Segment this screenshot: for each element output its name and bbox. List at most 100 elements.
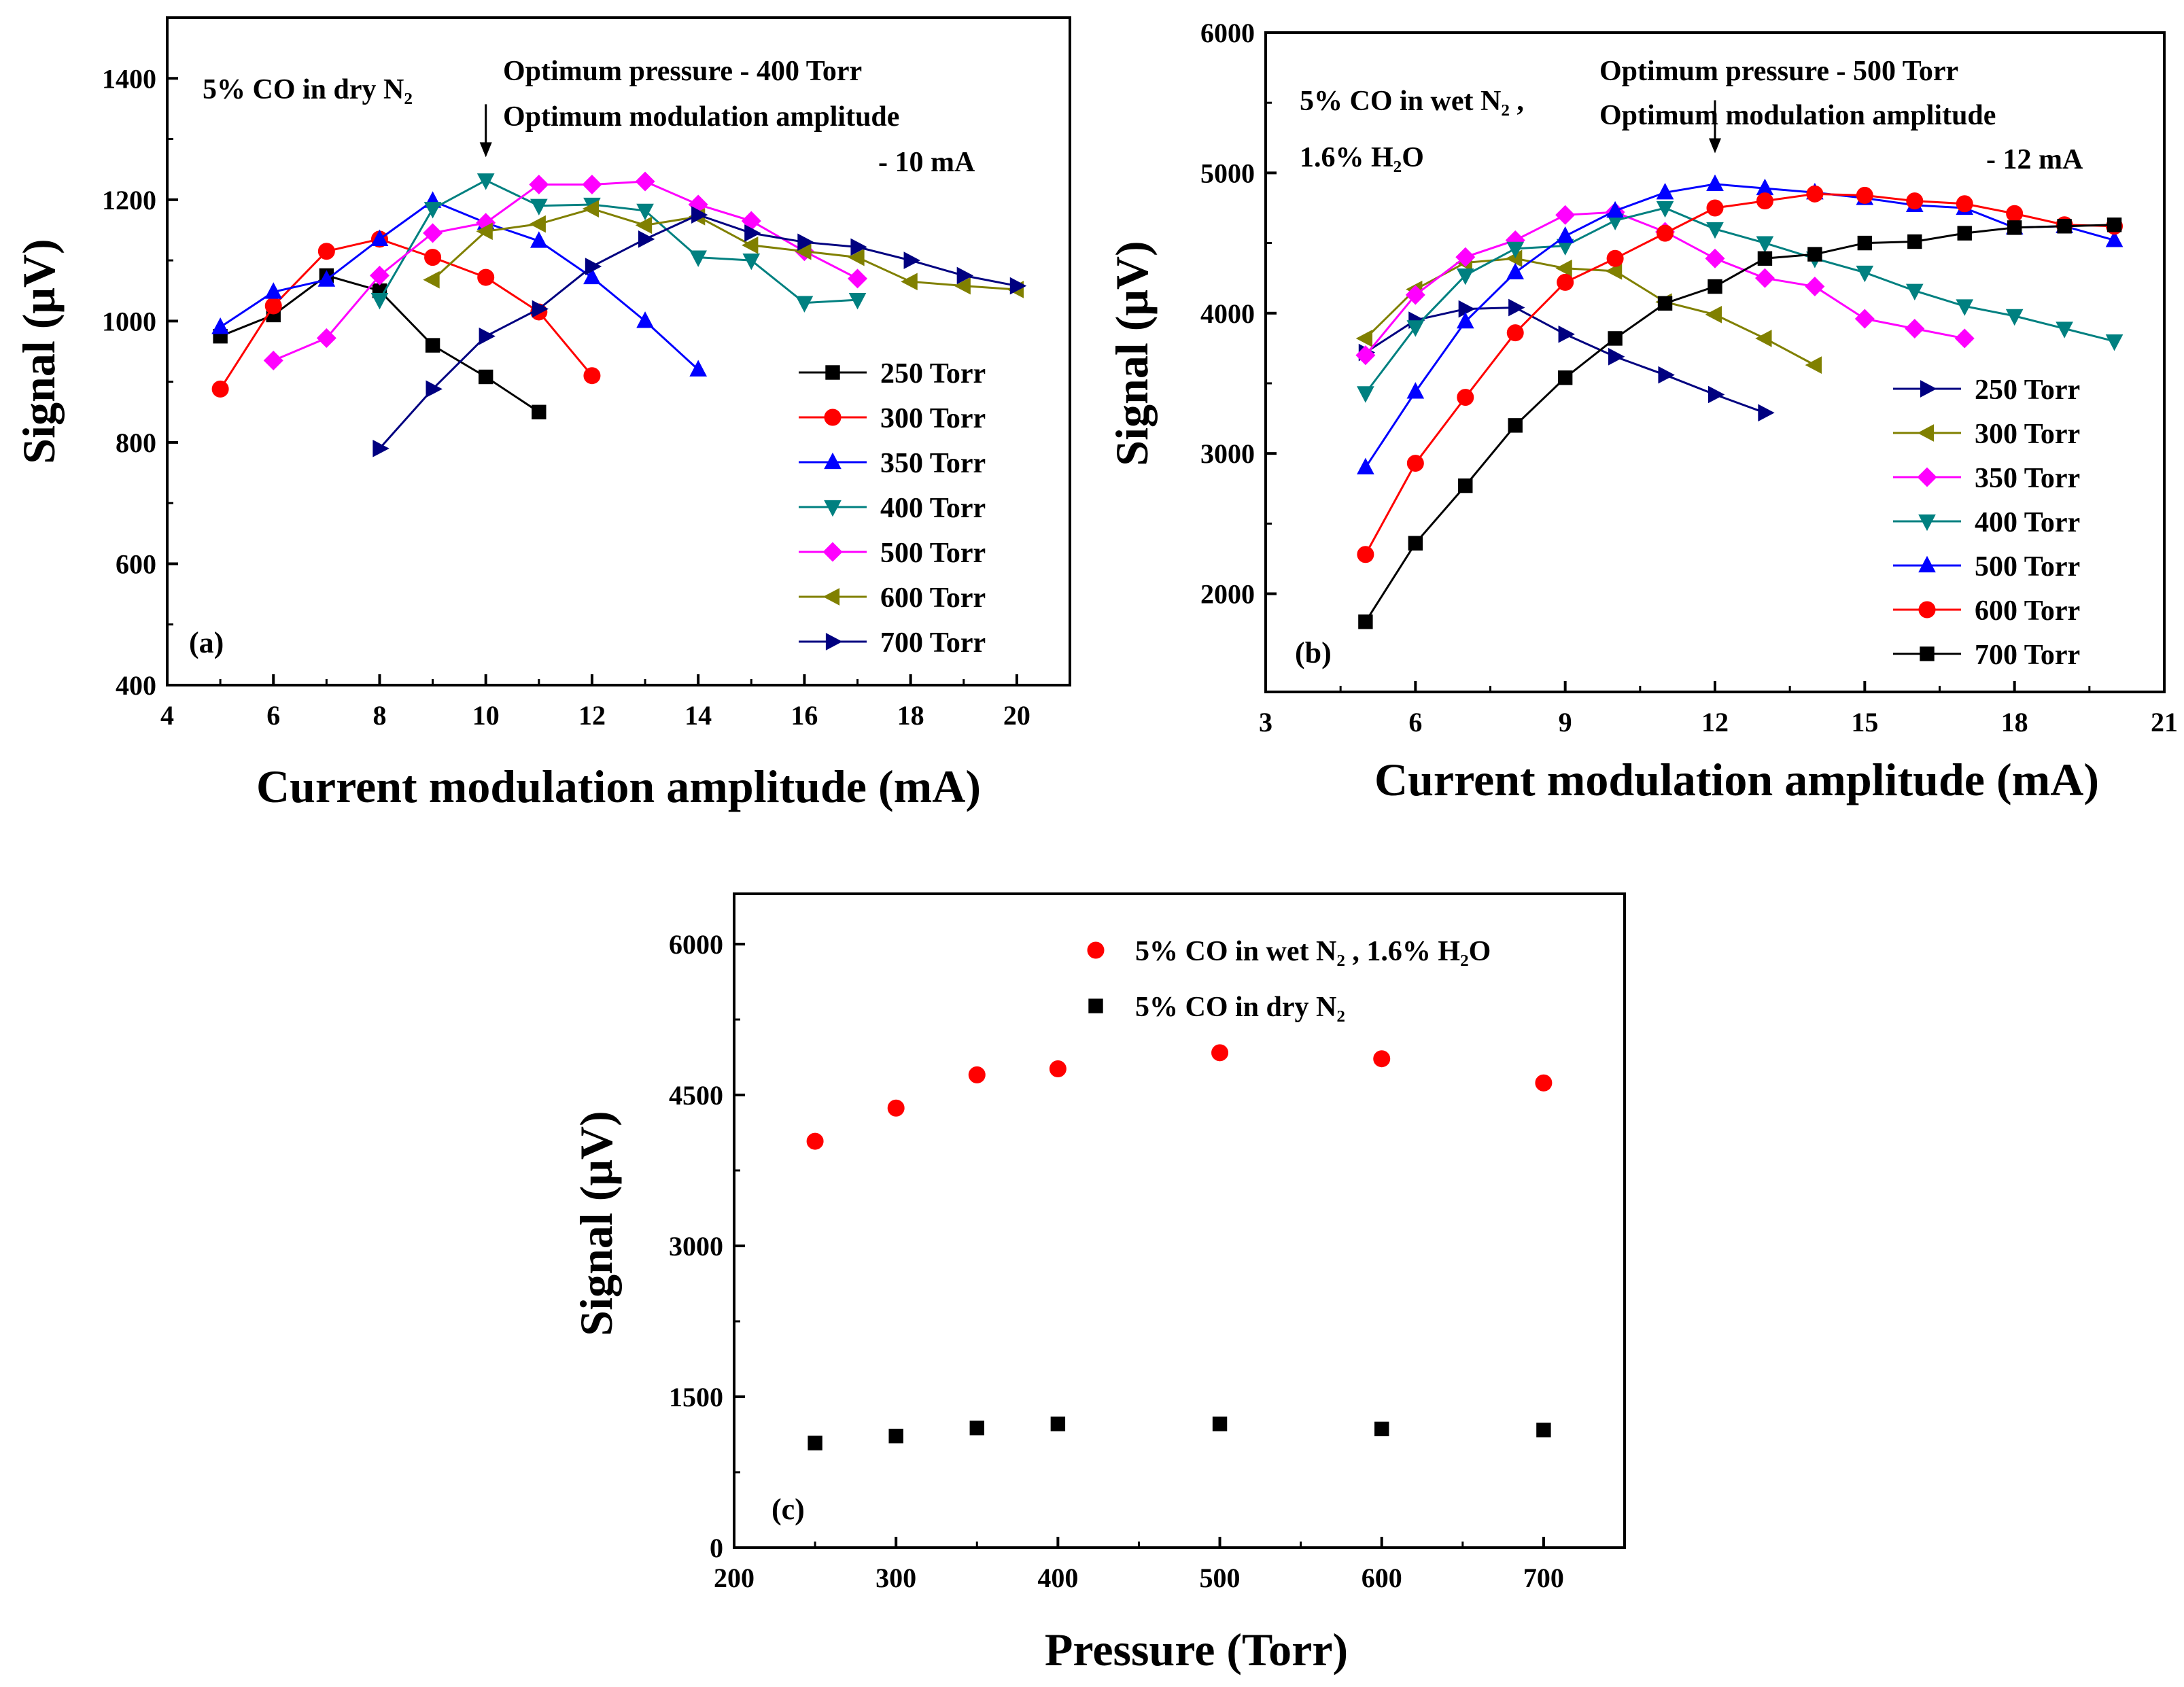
arrow-head-a bbox=[479, 142, 492, 158]
point-b-2-2 bbox=[1455, 247, 1476, 267]
point-b-3-3 bbox=[1506, 241, 1525, 259]
series-line-a-4 bbox=[273, 180, 859, 362]
legend-marker-b-2 bbox=[1917, 467, 1937, 487]
x-tick-label-a-3: 10 bbox=[472, 700, 500, 731]
point-b-3-2 bbox=[1456, 268, 1474, 285]
series-b-1 bbox=[1355, 249, 1822, 374]
x-tick-label-b-5: 18 bbox=[2001, 707, 2028, 737]
point-b-6-8 bbox=[1757, 251, 1773, 266]
x-tick-label-c-5: 700 bbox=[1523, 1563, 1564, 1593]
legend-b: 250 Torr 300 Torr 350 Torr 400 Torr 500 Torr… bbox=[1893, 375, 2080, 671]
x-tick-label-b-1: 6 bbox=[1408, 707, 1422, 737]
series-a-4 bbox=[263, 171, 868, 370]
point-a-1-2 bbox=[317, 243, 335, 260]
x-tick-label-c-2: 400 bbox=[1037, 1563, 1078, 1593]
point-b-0-7 bbox=[1708, 385, 1725, 404]
legend-item-b-0: 250 Torr bbox=[1893, 375, 2080, 406]
legend-label-a-2: 350 Torr bbox=[880, 448, 986, 479]
point-b-4-2 bbox=[1456, 311, 1474, 329]
point-b-5-10 bbox=[1856, 186, 1873, 204]
y-tick-label-c-4: 6000 bbox=[669, 929, 723, 960]
point-c-0-0 bbox=[806, 1132, 824, 1150]
point-b-5-4 bbox=[1557, 273, 1574, 291]
point-c-1-1 bbox=[888, 1429, 903, 1444]
legend-label-b-4: 500 Torr bbox=[1975, 551, 2080, 582]
point-b-5-12 bbox=[1956, 195, 1973, 213]
annotation-a-amplitude-value: - 10 mA bbox=[878, 147, 975, 178]
point-b-2-12 bbox=[1954, 328, 1975, 349]
legend-marker-b-4 bbox=[1918, 555, 1936, 573]
series-line-b-5 bbox=[1364, 192, 2115, 555]
legend-item-a-6: 700 Torr bbox=[799, 627, 986, 659]
point-b-6-13 bbox=[2007, 220, 2022, 235]
panel-label-b: (b) bbox=[1295, 636, 1332, 669]
x-tick-label-a-5: 14 bbox=[684, 700, 712, 731]
point-a-0-5 bbox=[479, 369, 493, 385]
legend-label-a-5: 600 Torr bbox=[880, 582, 986, 614]
point-c-0-2 bbox=[968, 1066, 986, 1083]
x-tick-label-b-6: 21 bbox=[2151, 707, 2178, 737]
legend-a: 250 Torr 300 Torr 350 Torr 400 Torr 500 Torr… bbox=[799, 358, 986, 659]
point-a-2-8 bbox=[636, 311, 654, 328]
point-b-4-5 bbox=[1606, 201, 1624, 218]
y-axis-title-b: Signal (μV) bbox=[1106, 241, 1158, 466]
point-a-6-11 bbox=[956, 266, 974, 285]
y-tick-label-c-1: 1500 bbox=[669, 1382, 723, 1412]
point-b-4-6 bbox=[1656, 183, 1674, 200]
series-line-a-5 bbox=[432, 207, 1017, 291]
chart-panel-a: 4 6 8 10 12 14 16 18 20 400 600 800 1000 1200 1400 Cur… bbox=[13, 16, 1071, 812]
point-a-6-9 bbox=[850, 238, 867, 256]
legend-marker-a-3 bbox=[824, 500, 842, 517]
point-a-4-0 bbox=[263, 350, 283, 370]
point-a-4-2 bbox=[369, 265, 389, 285]
x-axis-title-c: Pressure (Torr) bbox=[1045, 1624, 1348, 1675]
legend-item-b-3: 400 Torr bbox=[1893, 507, 2080, 538]
point-b-0-6 bbox=[1658, 366, 1675, 384]
point-b-3-6 bbox=[1656, 201, 1674, 218]
point-b-6-10 bbox=[1857, 235, 1873, 251]
point-b-6-4 bbox=[1557, 370, 1573, 385]
series-line-b-0 bbox=[1365, 307, 1765, 414]
point-b-4-3 bbox=[1506, 262, 1525, 280]
point-b-6-0 bbox=[1358, 614, 1373, 629]
point-b-1-9 bbox=[1805, 356, 1822, 374]
point-b-4-7 bbox=[1706, 174, 1724, 191]
legend-marker-a-6 bbox=[825, 633, 843, 650]
point-b-5-7 bbox=[1706, 199, 1724, 217]
point-b-5-9 bbox=[1806, 185, 1824, 203]
point-b-1-8 bbox=[1755, 330, 1772, 347]
optimum-arrow-b bbox=[1709, 100, 1721, 154]
legend-item-a-5: 600 Torr bbox=[799, 582, 986, 614]
series-line-b-6 bbox=[1364, 224, 2115, 623]
point-b-3-0 bbox=[1357, 386, 1374, 403]
point-a-1-0 bbox=[211, 380, 229, 398]
point-a-2-6 bbox=[530, 231, 548, 248]
x-tick-label-c-0: 200 bbox=[714, 1563, 755, 1593]
legend-label-a-6: 700 Torr bbox=[880, 627, 986, 659]
point-b-2-1 bbox=[1405, 285, 1425, 305]
legend-item-a-4: 500 Torr bbox=[799, 538, 986, 569]
point-a-2-7 bbox=[583, 267, 601, 285]
point-a-3-1 bbox=[423, 202, 442, 219]
y-tick-label-a-1: 600 bbox=[116, 549, 156, 579]
panel-label-a: (a) bbox=[189, 626, 224, 659]
point-a-6-8 bbox=[797, 233, 814, 251]
point-a-5-9 bbox=[901, 273, 918, 291]
point-a-4-7 bbox=[635, 171, 655, 192]
y-tick-label-a-5: 1400 bbox=[102, 63, 156, 94]
point-a-1-4 bbox=[424, 249, 442, 266]
point-b-6-12 bbox=[1957, 226, 1972, 241]
arrow-head-b bbox=[1709, 138, 1721, 154]
legend-item-b-5: 600 Torr bbox=[1893, 595, 2080, 627]
series-line-a-2 bbox=[220, 199, 699, 370]
annotation-a-pressure: Optimum pressure - 400 Torr bbox=[503, 56, 862, 87]
point-c-1-2 bbox=[969, 1421, 984, 1436]
point-b-5-6 bbox=[1657, 224, 1674, 242]
series-line-b-4 bbox=[1364, 183, 2115, 468]
legend-marker-b-1 bbox=[1917, 424, 1935, 442]
legend-marker-a-4 bbox=[822, 542, 843, 562]
y-tick-label-a-4: 1200 bbox=[102, 185, 156, 215]
point-b-2-0 bbox=[1355, 345, 1376, 366]
point-b-4-0 bbox=[1357, 457, 1374, 474]
point-c-0-5 bbox=[1373, 1050, 1391, 1068]
